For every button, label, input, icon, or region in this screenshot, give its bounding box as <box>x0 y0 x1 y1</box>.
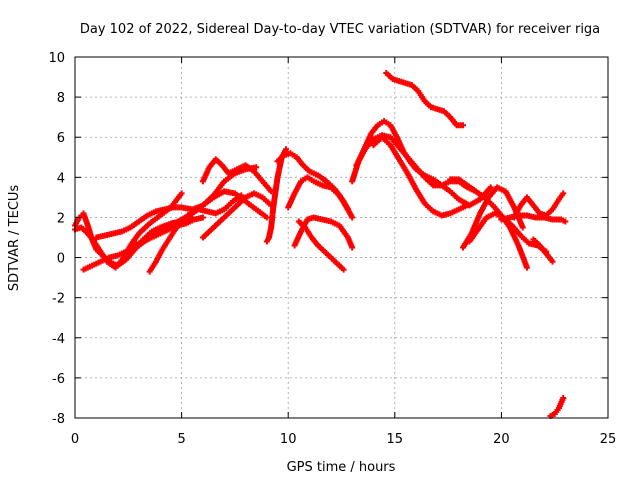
y-axis-title: SDTVAR / TECUs <box>7 185 22 292</box>
series-arc11 <box>285 174 351 213</box>
series-arc8 <box>199 190 275 241</box>
series-arc12 <box>291 214 356 251</box>
series-markers <box>199 156 275 195</box>
x-tick-label: 25 <box>600 432 617 447</box>
axes: 0 5 10 15 20 25 -8 -6 -4 -2 0 2 4 6 8 10 <box>48 51 616 447</box>
series-markers <box>146 192 245 275</box>
series-markers <box>547 394 567 419</box>
series-markers <box>530 236 556 265</box>
series-arc7 <box>199 156 275 195</box>
data-series <box>72 70 569 419</box>
y-tick-label: 2 <box>57 211 65 226</box>
x-tick-label: 5 <box>177 432 185 447</box>
series-markers <box>383 70 467 129</box>
x-axis-title: GPS time / hours <box>287 460 396 475</box>
y-tick-label: 8 <box>57 91 65 106</box>
series-arc23 <box>547 394 567 419</box>
y-tick-label: 4 <box>57 171 65 186</box>
y-tick-label: -2 <box>52 292 65 307</box>
y-tick-label: -4 <box>52 332 65 347</box>
series-markers <box>274 150 356 221</box>
chart-title: Day 102 of 2022, Sidereal Day-to-day VTE… <box>80 22 600 37</box>
series-arc24 <box>530 236 556 265</box>
series-markers <box>291 214 356 251</box>
series-arc17 <box>383 70 467 129</box>
series-markers <box>511 190 567 221</box>
series-arc10 <box>274 150 356 221</box>
y-tick-label: 10 <box>48 51 65 66</box>
series-markers <box>370 134 471 219</box>
grid <box>75 57 608 418</box>
series-markers <box>295 218 347 273</box>
x-tick-label: 0 <box>71 432 79 447</box>
x-tick-label: 10 <box>280 432 297 447</box>
y-tick-label: -8 <box>52 412 65 427</box>
series-arc22 <box>511 190 567 221</box>
x-tick-label: 20 <box>493 432 510 447</box>
series-markers <box>285 174 351 213</box>
x-tick-label: 15 <box>387 432 404 447</box>
series-markers <box>199 190 275 241</box>
y-tick-label: 6 <box>57 131 65 146</box>
series-arc16 <box>370 134 471 219</box>
y-tick-label: -6 <box>52 372 65 387</box>
series-arc13 <box>295 218 347 273</box>
series-arc6 <box>146 192 245 275</box>
plot-frame <box>74 56 609 419</box>
y-tick-label: 0 <box>57 252 65 267</box>
